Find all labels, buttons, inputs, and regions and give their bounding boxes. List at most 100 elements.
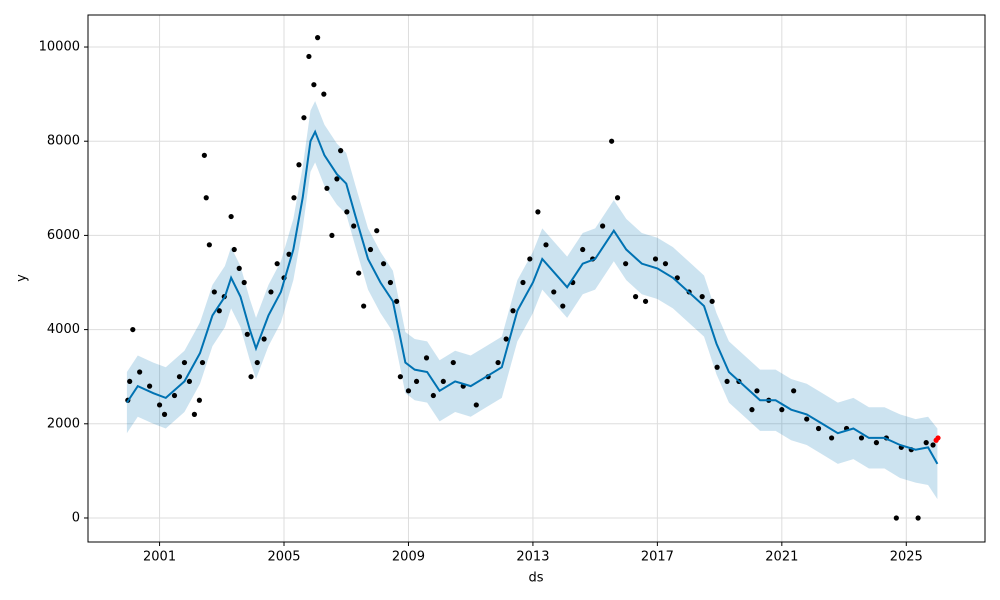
data-point: [609, 138, 615, 144]
data-point: [199, 359, 206, 366]
data-point: [600, 223, 606, 229]
data-point: [211, 289, 217, 295]
data-point: [176, 374, 183, 380]
data-point: [473, 402, 479, 408]
plot-frame: [87, 14, 986, 543]
x-tick-label: 2021: [765, 550, 798, 565]
data-point: [228, 213, 234, 220]
data-point: [203, 195, 209, 201]
data-point: [397, 374, 403, 380]
data-point: [268, 289, 274, 295]
data-point: [137, 369, 143, 375]
data-point: [186, 378, 193, 385]
y-tick-label: 2000: [47, 416, 80, 431]
data-point: [423, 355, 430, 361]
data-point: [236, 265, 242, 271]
data-point: [321, 91, 327, 97]
data-point: [201, 152, 207, 158]
data-point: [248, 374, 254, 380]
data-point: [520, 279, 526, 286]
data-point: [161, 411, 168, 417]
data-point: [286, 251, 292, 257]
x-axis-label: ds: [528, 571, 543, 586]
x-tick-label: 2005: [267, 550, 300, 565]
data-point: [311, 82, 317, 88]
data-point: [935, 435, 941, 441]
uncertainty-band: [126, 101, 938, 500]
data-point: [329, 232, 335, 239]
x-tick-label: 2017: [641, 550, 674, 565]
x-tick-label: 2009: [392, 550, 425, 565]
data-point: [858, 435, 865, 441]
data-point: [893, 515, 899, 521]
data-point: [642, 298, 649, 304]
data-point: [791, 388, 797, 394]
data-point: [241, 279, 247, 286]
data-point: [291, 195, 297, 201]
data-point: [334, 176, 340, 182]
data-point: [632, 294, 639, 300]
y-tick-label: 6000: [47, 228, 80, 243]
data-point: [127, 378, 133, 385]
data-point: [510, 308, 516, 314]
data-point: [171, 392, 178, 399]
data-point: [535, 209, 541, 215]
data-point: [527, 256, 533, 262]
forecast-line: [126, 129, 939, 465]
data-point: [440, 378, 446, 385]
data-point: [923, 440, 929, 446]
data-point: [614, 195, 621, 201]
data-point: [623, 261, 629, 267]
data-point: [714, 364, 720, 370]
data-point: [754, 388, 760, 394]
data-point: [804, 416, 810, 422]
data-point: [356, 270, 362, 276]
data-point: [503, 336, 509, 342]
data-point: [344, 209, 350, 215]
data-point: [387, 279, 394, 286]
data-point: [430, 392, 436, 399]
data-point: [779, 407, 785, 413]
data-point: [361, 303, 367, 309]
data-point: [709, 298, 715, 304]
data-point: [699, 294, 705, 300]
y-axis-label: y: [15, 274, 30, 282]
data-point: [815, 425, 822, 432]
data-point: [274, 261, 280, 267]
data-point: [930, 442, 936, 448]
x-tick-label: 2001: [143, 550, 176, 565]
data-point: [306, 53, 312, 60]
data-point: [231, 246, 237, 253]
data-point: [367, 246, 374, 253]
data-point: [724, 378, 730, 385]
data-point: [147, 383, 153, 389]
y-tick-label: 0: [72, 510, 80, 525]
data-point: [130, 326, 136, 333]
data-point: [495, 359, 501, 366]
data-point: [244, 331, 250, 337]
data-point: [915, 515, 921, 521]
data-point: [254, 359, 260, 366]
data-point: [338, 148, 344, 154]
data-point: [674, 275, 680, 281]
data-point: [551, 289, 557, 295]
data-point: [216, 308, 222, 314]
data-point: [405, 388, 412, 394]
data-point: [261, 336, 267, 342]
data-point: [394, 298, 400, 304]
data-point: [206, 242, 212, 248]
data-point: [652, 256, 659, 262]
data-point: [662, 261, 669, 267]
data-point: [560, 303, 566, 309]
data-point: [156, 402, 163, 408]
x-tick-label: 2013: [516, 550, 549, 565]
data-point: [413, 378, 420, 385]
data-point: [450, 359, 456, 366]
y-tick-label: 10000: [39, 40, 80, 55]
data-point: [301, 115, 307, 121]
data-point: [580, 246, 586, 253]
data-point: [873, 440, 880, 446]
